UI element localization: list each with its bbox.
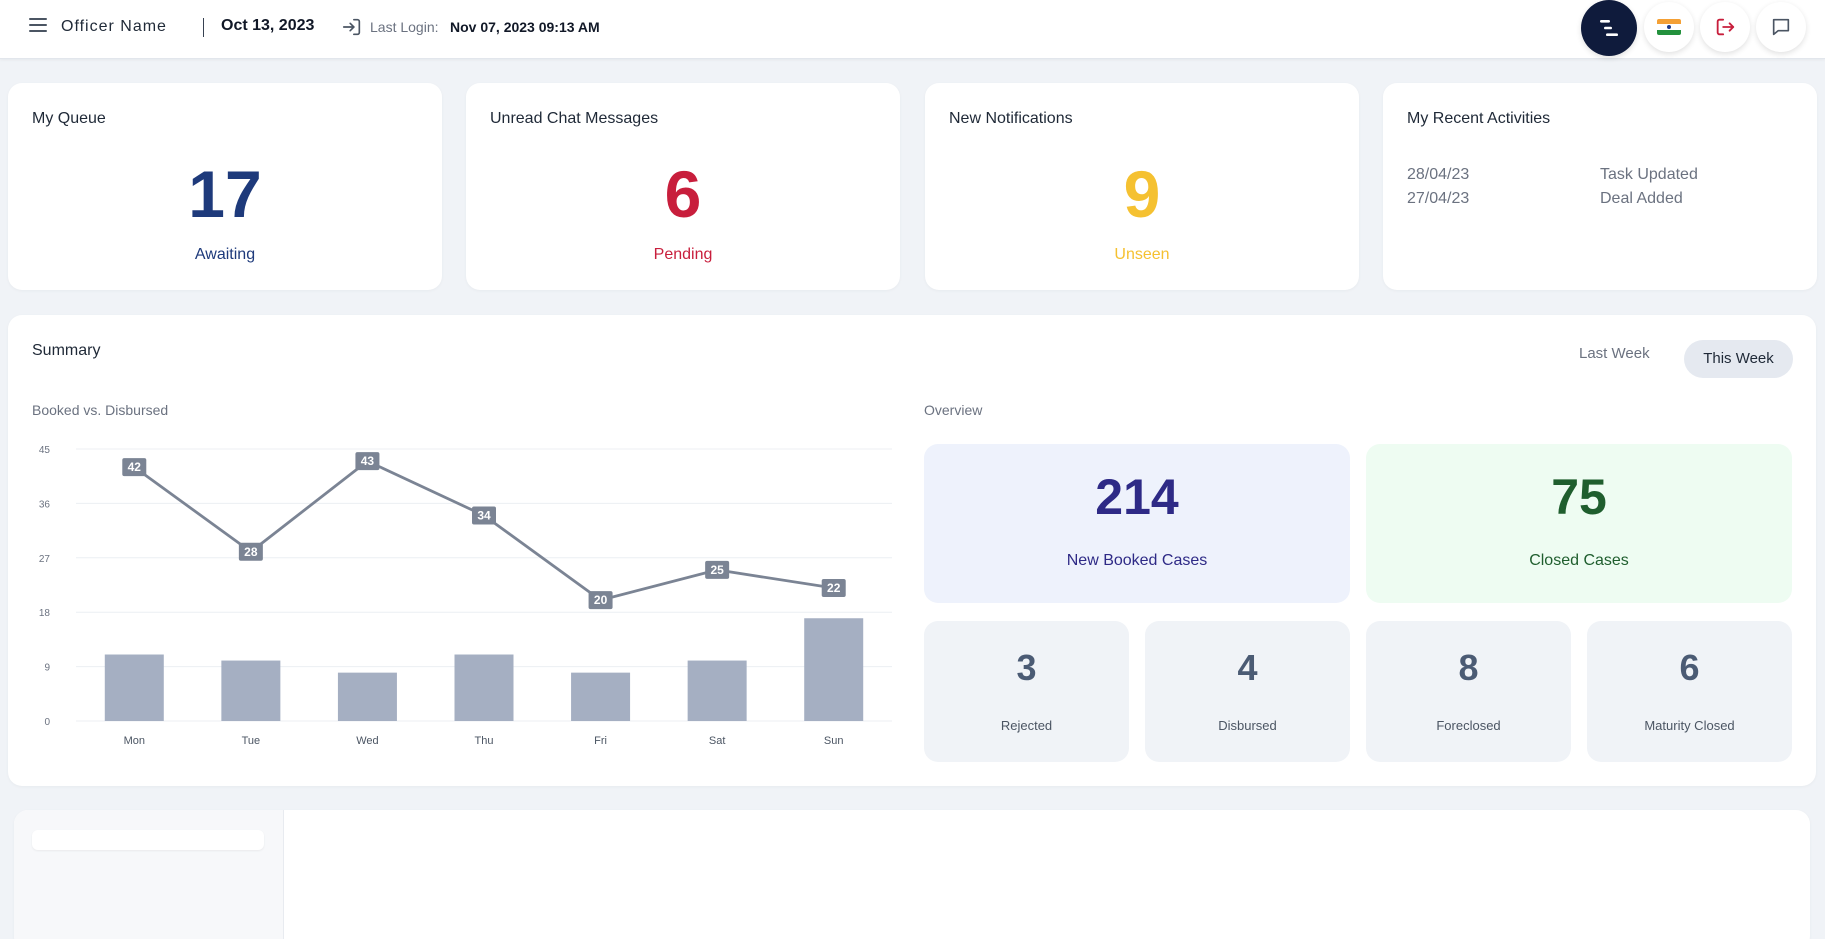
data-label-bg <box>821 579 846 598</box>
logout-button[interactable] <box>1700 2 1750 52</box>
data-label-bg <box>122 458 147 477</box>
x-tick-label: Sat <box>709 735 726 747</box>
card-value: 6 <box>664 157 702 231</box>
booked-vs-disbursed-chart: 0 9 18 27 36 45 Mon Tue Wed Thu Fri Sat Sun 42 28 43 34 2… <box>39 445 892 747</box>
login-icon <box>342 18 361 36</box>
bar <box>221 660 281 721</box>
overview-label: Rejected <box>1000 718 1053 733</box>
bottom-sidebar <box>14 810 284 939</box>
summary-title: Summary <box>32 342 101 359</box>
language-button[interactable] <box>1644 2 1694 52</box>
data-label: 34 <box>477 508 491 522</box>
x-tick-label: Sun <box>824 735 844 747</box>
activity-date: 27/04/23 <box>1407 190 1470 207</box>
y-tick-label: 45 <box>39 445 51 456</box>
overview-title: Overview <box>924 402 983 418</box>
overview-label: New Booked Cases <box>1066 552 1208 569</box>
overview-label: Disbursed <box>1218 718 1277 733</box>
x-tick-label: Mon <box>124 735 145 747</box>
disbursed-card[interactable]: 4 Disbursed <box>1145 621 1350 762</box>
card-title: Unread Chat Messages <box>490 110 659 127</box>
data-label: 22 <box>827 581 841 595</box>
rejected-card[interactable]: 3 Rejected <box>924 621 1129 762</box>
bar <box>104 654 164 721</box>
activity-text: Deal Added <box>1600 190 1683 207</box>
data-label-bg <box>705 560 730 579</box>
india-flag-icon <box>1657 19 1681 35</box>
overview-label: Foreclosed <box>1436 718 1501 733</box>
unread-chat-card[interactable]: Unread Chat Messages 6 Pending <box>466 83 900 290</box>
data-label: 20 <box>594 593 608 607</box>
overview-label: Maturity Closed <box>1644 718 1735 733</box>
data-label: 43 <box>361 454 375 468</box>
sidebar-search-bar[interactable] <box>32 830 264 850</box>
chat-button[interactable] <box>1756 2 1806 52</box>
card-value: 17 <box>188 157 262 231</box>
top-bar: Officer Name Oct 13, 2023 Last Login: No… <box>0 0 1825 59</box>
closed-cases-card[interactable]: 75 Closed Cases <box>1366 444 1792 603</box>
recent-activities-card: My Recent Activities 28/04/23 Task Updat… <box>1383 83 1817 290</box>
this-week-toggle[interactable]: This Week <box>1684 340 1793 378</box>
new-booked-cases-card[interactable]: 214 New Booked Cases <box>924 444 1350 603</box>
last-login-value: Nov 07, 2023 09:13 AM <box>450 19 600 35</box>
bar <box>687 660 747 721</box>
overview-value: 214 <box>1095 469 1179 525</box>
card-title: My Queue <box>32 110 106 127</box>
series-line <box>133 459 834 602</box>
bar <box>337 672 397 721</box>
bar <box>454 654 514 721</box>
bar <box>804 618 864 721</box>
overview-value: 4 <box>1237 647 1258 688</box>
foreclosed-card[interactable]: 8 Foreclosed <box>1366 621 1571 762</box>
data-label-bg <box>238 542 263 561</box>
card-caption: Awaiting <box>194 246 256 263</box>
card-value: 9 <box>1123 157 1161 231</box>
x-tick-label: Thu <box>475 735 494 747</box>
card-caption: Unseen <box>1114 246 1170 263</box>
officer-name: Officer Name <box>61 18 167 35</box>
last-login-label: Last Login: <box>370 19 439 35</box>
data-label-bg <box>355 452 380 471</box>
last-week-toggle[interactable]: Last Week <box>1579 345 1650 362</box>
overview-value: 3 <box>1016 647 1037 688</box>
header-divider <box>203 18 204 37</box>
overview-value: 75 <box>1551 469 1607 525</box>
y-tick-label: 9 <box>44 663 50 674</box>
y-tick-label: 36 <box>39 499 51 510</box>
card-title: My Recent Activities <box>1407 110 1551 127</box>
data-label: 42 <box>128 460 142 474</box>
x-tick-label: Tue <box>242 735 261 747</box>
y-tick-label: 0 <box>44 717 50 728</box>
data-label-bg <box>472 506 496 525</box>
summary-panel: Summary Last Week This Week Booked vs. D… <box>8 315 1816 786</box>
chart-title: Booked vs. Disbursed <box>32 402 169 418</box>
data-label-bg <box>588 591 613 610</box>
overview-label: Closed Cases <box>1529 552 1629 569</box>
data-label: 28 <box>244 545 258 559</box>
sort-icon <box>1600 20 1618 36</box>
my-queue-card[interactable]: My Queue 17 Awaiting <box>8 83 442 290</box>
sort-button[interactable] <box>1581 0 1637 56</box>
activity-date: 28/04/23 <box>1407 166 1470 183</box>
overview-value: 6 <box>1679 647 1700 688</box>
menu-icon[interactable] <box>29 18 49 34</box>
chat-icon <box>1772 18 1790 36</box>
maturity-closed-card[interactable]: 6 Maturity Closed <box>1587 621 1792 762</box>
x-tick-label: Fri <box>594 735 607 747</box>
x-tick-label: Wed <box>356 735 378 747</box>
new-notifications-card[interactable]: New Notifications 9 Unseen <box>925 83 1359 290</box>
card-title: New Notifications <box>949 110 1073 127</box>
y-tick-label: 18 <box>39 608 51 619</box>
data-label: 25 <box>710 563 724 577</box>
bar <box>571 672 631 721</box>
bottom-panel <box>14 810 1810 939</box>
card-caption: Pending <box>653 246 713 263</box>
current-date: Oct 13, 2023 <box>221 17 315 34</box>
logout-icon <box>1716 18 1735 36</box>
activity-text: Task Updated <box>1600 166 1698 183</box>
overview-value: 8 <box>1458 647 1479 688</box>
y-tick-label: 27 <box>39 554 51 565</box>
